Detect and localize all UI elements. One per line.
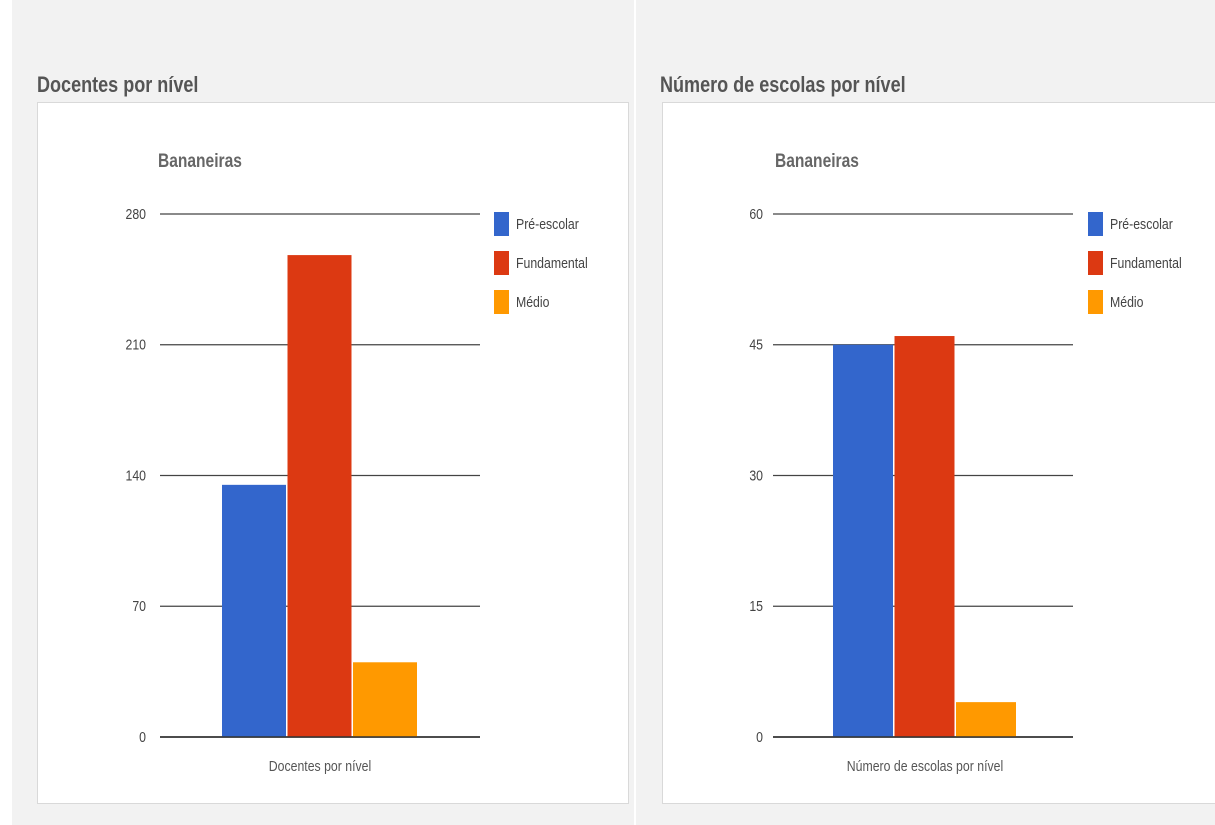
y-tick-label: 45 <box>749 337 763 353</box>
section-title-escolas: Número de escolas por nível <box>660 72 906 97</box>
bar-fundamental[interactable] <box>287 255 352 738</box>
x-category-label: Docentes por nível <box>269 758 371 774</box>
legend-label[interactable]: Pré-escolar <box>516 216 579 232</box>
legend-label[interactable]: Médio <box>1110 294 1144 310</box>
chart-card-escolas: Bananeiras 0 15 30 45 60 Número de escolas por… <box>662 102 1215 804</box>
chart-title: Bananeiras <box>158 150 242 172</box>
y-tick-label: 140 <box>125 467 146 483</box>
legend-swatch <box>1088 212 1103 236</box>
bar-fundamental[interactable] <box>894 336 955 737</box>
legend-label[interactable]: Fundamental <box>516 255 588 271</box>
legend-swatch <box>494 290 509 314</box>
legend-label[interactable]: Fundamental <box>1110 255 1182 271</box>
y-tick-label: 15 <box>749 598 763 614</box>
x-category-label: Número de escolas por nível <box>847 758 1003 774</box>
chart-escolas: Bananeiras 0 15 30 45 60 Número de escolas por… <box>749 150 1182 775</box>
y-tick-label: 0 <box>756 729 763 745</box>
legend-swatch <box>1088 251 1103 275</box>
y-tick-label: 280 <box>125 206 146 222</box>
chart-docentes: Bananeiras 0 70 140 210 280 Docentes por nível… <box>125 150 588 775</box>
legend-swatch <box>494 251 509 275</box>
legend-label[interactable]: Pré-escolar <box>1110 216 1173 232</box>
legend-label[interactable]: Médio <box>516 294 550 310</box>
y-tick-label: 210 <box>125 337 146 353</box>
y-tick-label: 0 <box>139 729 146 745</box>
y-tick-label: 70 <box>132 598 146 614</box>
y-tick-label: 30 <box>749 467 763 483</box>
bar-pre-escolar[interactable] <box>222 484 286 737</box>
bar-pre-escolar[interactable] <box>833 344 893 737</box>
legend-swatch <box>1088 290 1103 314</box>
bar-medio[interactable] <box>353 662 417 737</box>
legend-swatch <box>494 212 509 236</box>
bar-medio[interactable] <box>956 702 1016 737</box>
section-title-docentes: Docentes por nível <box>37 72 199 97</box>
y-tick-label: 60 <box>749 206 763 222</box>
chart-card-docentes: Bananeiras 0 70 140 210 280 Docentes por nível… <box>37 102 629 804</box>
chart-title: Bananeiras <box>775 150 859 172</box>
